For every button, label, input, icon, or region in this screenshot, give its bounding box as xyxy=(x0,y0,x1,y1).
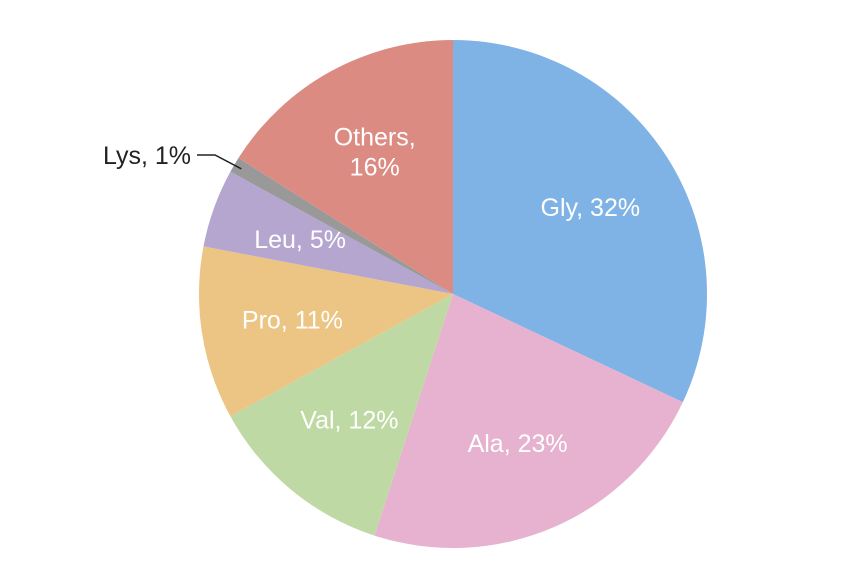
slice-label-others: Others, 16% xyxy=(334,124,416,182)
pie-slice-ala xyxy=(374,294,683,549)
slice-label-line: Pro, 11% xyxy=(242,306,343,334)
slice-label-pro: Pro, 11% xyxy=(242,306,343,334)
slice-label-lys: Lys, 1% xyxy=(103,142,191,170)
slice-label-ala: Ala, 23% xyxy=(468,430,568,458)
pie-slice-val xyxy=(230,294,453,536)
pie-slice-pro xyxy=(199,246,453,417)
slice-label-line: Ala, 23% xyxy=(468,430,568,458)
slice-label-val: Val, 12% xyxy=(300,406,398,434)
pie-slice-gly xyxy=(453,40,708,403)
pie-slice-lys xyxy=(230,157,453,294)
leader-line-lys xyxy=(197,154,242,170)
slice-label-line: Gly, 32% xyxy=(541,194,641,222)
slice-label-line: Val, 12% xyxy=(300,406,398,434)
slice-label-gly: Gly, 32% xyxy=(541,194,641,222)
pie-slice-others xyxy=(238,40,453,294)
slice-label-line: Others, xyxy=(334,124,416,152)
slice-label-line: 16% xyxy=(350,154,400,182)
slice-label-line: Leu, 5% xyxy=(254,226,346,254)
slice-label-leu: Leu, 5% xyxy=(254,226,346,254)
pie-slice-leu xyxy=(203,171,453,294)
